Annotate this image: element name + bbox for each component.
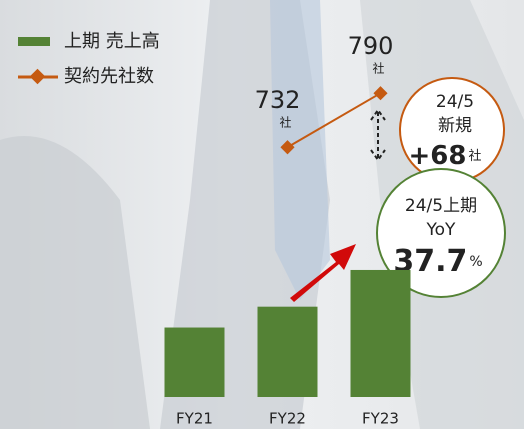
chart: 上期 売上高 契約先社数 24/5 新規 +68社 24/5上期 YoY 37.… — [0, 0, 524, 429]
legend-label: 契約先社数 — [64, 66, 154, 87]
x-tick-label: FY22 — [269, 410, 306, 428]
bar — [351, 270, 411, 397]
bar — [165, 328, 225, 397]
x-tick-label: FY23 — [362, 410, 399, 428]
annotation-text: 新規 — [438, 116, 472, 136]
annotation-text: 24/5 — [436, 92, 474, 112]
x-tick-label: FY21 — [176, 410, 213, 428]
legend-swatch — [18, 37, 50, 46]
value-label: 732 — [255, 86, 301, 114]
annotation-text: 24/5上期 — [405, 196, 477, 216]
bar — [258, 307, 318, 397]
legend-label: 上期 売上高 — [64, 31, 160, 52]
value-label: 790 — [348, 32, 394, 60]
value-unit: 社 — [372, 61, 384, 76]
value-unit: 社 — [279, 115, 291, 130]
annotation-text: YoY — [426, 220, 457, 240]
